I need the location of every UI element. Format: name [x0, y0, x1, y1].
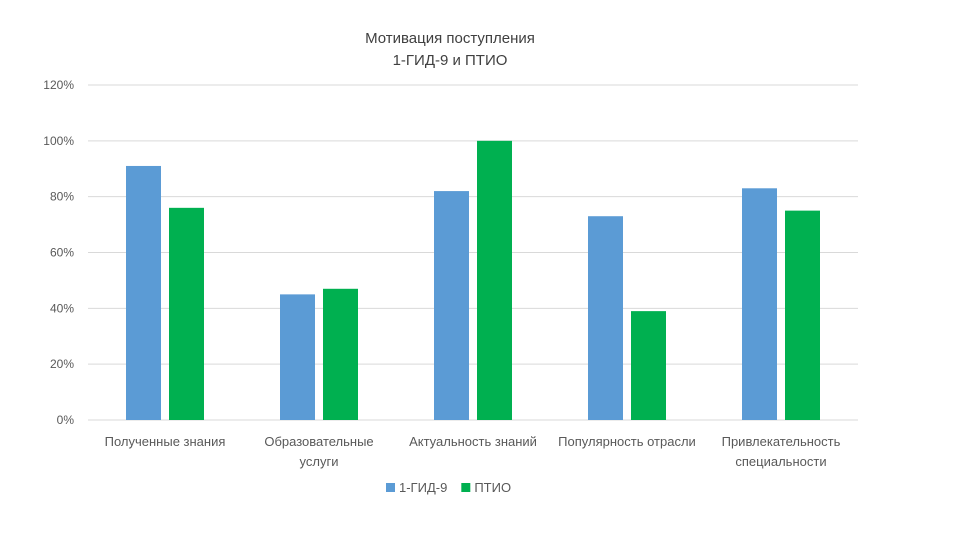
- legend: 1-ГИД-9 ПТИО: [386, 480, 511, 495]
- gridlines: [88, 84, 858, 421]
- chart-subtitle: 1-ГИД-9 и ПТИО: [393, 52, 508, 69]
- bar-series1: [280, 294, 315, 420]
- legend-label: 1-ГИД-9: [399, 480, 447, 495]
- bar-series1: [588, 216, 623, 420]
- bar-series2: [785, 210, 820, 420]
- bar-series1: [742, 188, 777, 420]
- x-category-label: Актуальность знаний: [409, 434, 537, 449]
- y-axis-ticks: 0% 20% 40% 60% 80% 100% 120%: [43, 78, 74, 427]
- x-category-label: Полученные знания: [105, 434, 226, 449]
- bars: [126, 140, 820, 421]
- bar-series1: [434, 191, 469, 420]
- bar-series2: [631, 311, 666, 420]
- y-tick-label: 20%: [50, 357, 74, 371]
- legend-label: ПТИО: [474, 480, 511, 495]
- x-category-label: услуги: [300, 454, 339, 469]
- y-tick-label: 0%: [57, 413, 75, 427]
- x-axis-labels: Полученные знания Образовательные услуги Ак…: [105, 434, 841, 469]
- y-tick-label: 60%: [50, 246, 74, 260]
- bar-series2: [477, 140, 512, 421]
- bar-series2: [323, 288, 358, 420]
- chart-title: Мотивация поступления: [365, 30, 535, 47]
- y-tick-label: 100%: [43, 134, 74, 148]
- y-tick-label: 40%: [50, 301, 74, 315]
- x-category-label: Популярность отрасли: [558, 434, 696, 449]
- x-category-label: Образовательные: [264, 434, 373, 449]
- y-tick-label: 80%: [50, 190, 74, 204]
- legend-swatch: [386, 483, 395, 492]
- legend-swatch: [461, 483, 471, 492]
- bar-series1: [126, 165, 161, 420]
- y-tick-label: 120%: [43, 78, 74, 92]
- x-category-label: Привлекательность: [722, 434, 841, 449]
- bar-series2: [169, 207, 204, 420]
- x-category-label: специальности: [735, 454, 826, 469]
